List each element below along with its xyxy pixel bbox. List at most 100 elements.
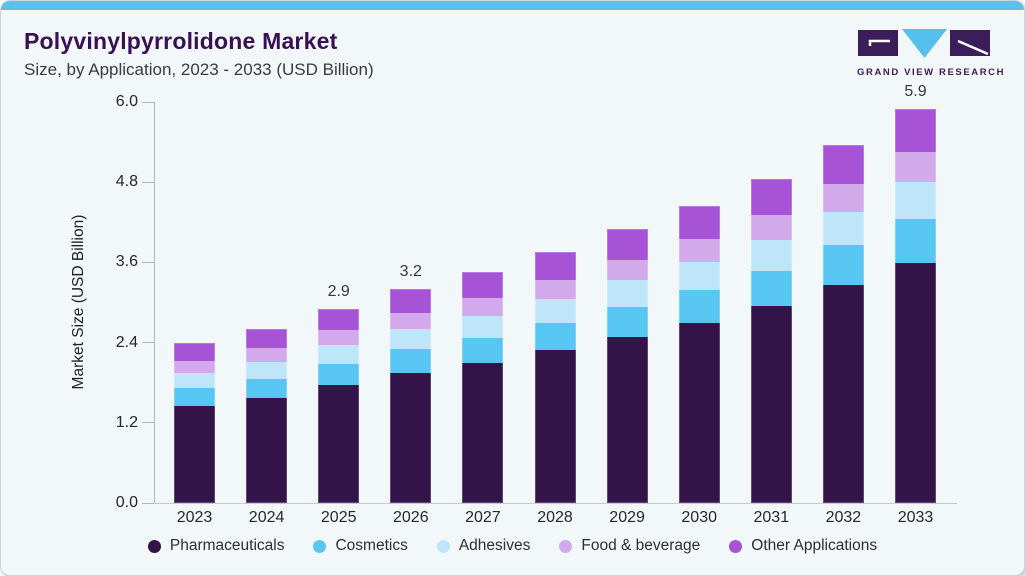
bar-segment-2033-pharmaceuticals — [895, 262, 936, 503]
bar-segment-2030-food-beverage — [678, 239, 720, 263]
bar-segment-2027-cosmetics — [462, 337, 504, 364]
bar-segment-2030-cosmetics — [678, 290, 720, 323]
x-tick-label-2032: 2032 — [825, 509, 862, 526]
x-tick-label-2030: 2030 — [681, 509, 717, 526]
x-tick-label-2031: 2031 — [753, 509, 790, 526]
bar-segment-2030-adhesives — [678, 262, 720, 291]
bar-segment-2031-adhesives — [750, 239, 792, 271]
bar-segment-2032-cosmetics — [822, 245, 864, 285]
bar-segment-2031-cosmetics — [750, 270, 792, 306]
bar-segment-2028-cosmetics — [534, 322, 576, 351]
bar-segment-2032-other-applications — [822, 145, 864, 185]
legend-label: Adhesives — [458, 537, 531, 554]
bar-segment-2031-pharmaceuticals — [750, 305, 792, 504]
bar-segment-2025-adhesives — [318, 345, 360, 364]
bar-segment-2028-other-applications — [534, 252, 576, 281]
bar-segment-2024-food-beverage — [246, 348, 288, 362]
bar-segment-2033-food-beverage — [895, 152, 936, 183]
bar-segment-2029-cosmetics — [606, 306, 648, 337]
x-tick-label-2029: 2029 — [609, 509, 645, 526]
bar-segment-2023-food-beverage — [174, 361, 215, 373]
bar-segment-2026-food-beverage — [390, 313, 432, 330]
x-tick-label-2026: 2026 — [393, 509, 429, 526]
bar-segment-2031-other-applications — [750, 179, 792, 216]
bar-segment-2029-food-beverage — [606, 259, 648, 281]
bar-2023 — [174, 343, 215, 503]
legend-swatch-icon — [559, 539, 573, 553]
x-tick-label-2027: 2027 — [465, 509, 501, 526]
legend-swatch-icon — [436, 539, 450, 553]
bar-segment-2025-cosmetics — [318, 363, 360, 386]
bar-segment-2023-pharmaceuticals — [174, 406, 215, 503]
bar-2026 — [390, 289, 432, 503]
x-tick-label-2024: 2024 — [248, 509, 285, 526]
y-tick-mark — [142, 342, 154, 344]
logo-wordmark: GRAND VIEW RESEARCH — [857, 67, 1006, 78]
x-tick-label-2033: 2033 — [897, 509, 934, 526]
y-tick-mark — [142, 101, 154, 103]
bar-segment-2029-pharmaceuticals — [606, 336, 648, 503]
bar-2031 — [750, 179, 792, 504]
bar-segment-2025-other-applications — [318, 309, 360, 331]
bar-segment-2028-pharmaceuticals — [534, 350, 576, 503]
bar-segment-2026-pharmaceuticals — [390, 373, 432, 503]
bar-2032 — [822, 145, 864, 503]
y-tick-label: 4.8 — [115, 173, 138, 191]
bar-segment-2033-adhesives — [895, 182, 936, 220]
bar-segment-2033-cosmetics — [895, 219, 936, 263]
bar-segment-2023-adhesives — [174, 373, 215, 389]
bar-segment-2023-cosmetics — [174, 388, 215, 407]
bar-value-label-2033: 5.9 — [904, 83, 927, 100]
bar-segment-2027-food-beverage — [462, 298, 504, 316]
legend-swatch-icon — [729, 539, 743, 553]
page-title: Polyvinylpyrrolidone Market — [24, 28, 338, 54]
y-tick-mark — [142, 422, 154, 424]
legend-item-adhesives: Adhesives — [436, 537, 531, 555]
bar-segment-2030-pharmaceuticals — [678, 322, 720, 503]
bar-segment-2030-other-applications — [678, 206, 720, 240]
legend-swatch-icon — [147, 539, 161, 553]
grand-view-research-logo: GRAND VIEW RESEARCH — [857, 27, 1006, 78]
legend-label: Other Applications — [751, 537, 878, 554]
x-tick-label-2023: 2023 — [176, 509, 213, 526]
y-tick-label: 2.4 — [115, 333, 138, 351]
bar-segment-2026-adhesives — [390, 329, 432, 350]
y-tick-mark — [142, 502, 154, 504]
bar-segment-2025-pharmaceuticals — [318, 385, 360, 503]
bar-segment-2029-adhesives — [606, 280, 648, 307]
bar-segment-2032-food-beverage — [822, 184, 864, 212]
legend-item-other-applications: Other Applications — [729, 537, 877, 555]
bar-segment-2028-food-beverage — [534, 280, 576, 299]
x-axis-line — [146, 503, 957, 504]
y-tick-label: 3.6 — [115, 253, 138, 271]
bar-segment-2027-adhesives — [462, 315, 504, 338]
bar-segment-2025-food-beverage — [318, 330, 360, 346]
bar-segment-2028-adhesives — [534, 298, 576, 323]
legend-item-cosmetics: Cosmetics — [313, 537, 408, 555]
bar-segment-2024-pharmaceuticals — [246, 397, 288, 503]
bar-segment-2029-other-applications — [606, 229, 648, 260]
bar-segment-2024-other-applications — [246, 329, 288, 349]
y-axis-line — [154, 102, 155, 503]
legend-label: Cosmetics — [335, 537, 408, 554]
legend-item-pharmaceuticals: Pharmaceuticals — [147, 537, 284, 555]
y-tick-mark — [142, 261, 154, 263]
bar-segment-2032-pharmaceuticals — [822, 284, 864, 503]
bar-segment-2026-other-applications — [390, 289, 432, 314]
bar-2029 — [606, 229, 648, 503]
y-axis-title: Market Size (USD Billion) — [70, 214, 87, 390]
bar-value-label-2025: 2.9 — [327, 283, 350, 300]
page-subtitle: Size, by Application, 2023 - 2033 (USD B… — [24, 60, 374, 79]
bar-segment-2026-cosmetics — [390, 349, 432, 374]
chart-legend: Pharmaceuticals Cosmetics Adhesives Food & … — [1, 537, 1024, 555]
bar-2028 — [534, 252, 576, 503]
accent-top-bar — [1, 1, 1024, 10]
bar-value-label-2026: 3.2 — [399, 263, 422, 280]
bar-segment-2031-food-beverage — [750, 215, 792, 240]
legend-item-food-beverage: Food & beverage — [559, 537, 700, 555]
bar-2027 — [462, 272, 504, 503]
x-tick-label-2025: 2025 — [320, 509, 357, 526]
chart-header: Polyvinylpyrrolidone Market Size, by App… — [24, 28, 374, 80]
